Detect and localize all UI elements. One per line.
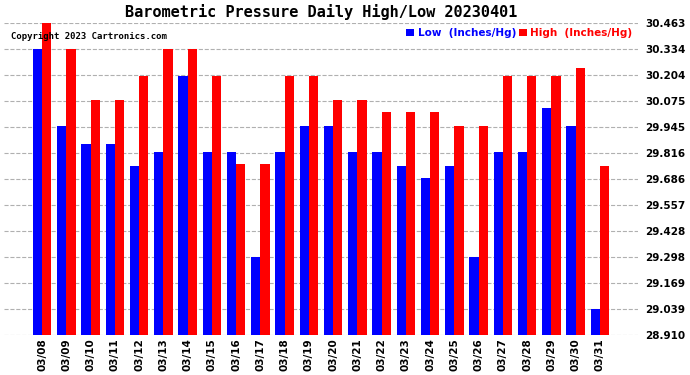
Bar <box>227 152 236 335</box>
Bar <box>591 309 600 335</box>
Bar <box>212 76 221 335</box>
Bar <box>66 50 76 335</box>
Bar <box>130 166 139 335</box>
Bar <box>81 144 90 335</box>
Bar <box>382 112 391 335</box>
Bar <box>566 126 575 335</box>
Bar <box>397 166 406 335</box>
Text: Copyright 2023 Cartronics.com: Copyright 2023 Cartronics.com <box>10 32 166 41</box>
Bar <box>421 178 430 335</box>
Bar <box>527 76 536 335</box>
Bar <box>357 100 366 335</box>
Bar <box>348 152 357 335</box>
Bar <box>188 50 197 335</box>
Bar <box>469 257 479 335</box>
Bar <box>106 144 115 335</box>
Bar <box>236 164 246 335</box>
Bar <box>493 152 503 335</box>
Bar <box>115 100 124 335</box>
Bar <box>139 76 148 335</box>
Bar <box>154 152 164 335</box>
Bar <box>324 126 333 335</box>
Legend: Low  (Inches/Hg), High  (Inches/Hg): Low (Inches/Hg), High (Inches/Hg) <box>406 28 633 38</box>
Bar <box>57 126 66 335</box>
Bar <box>164 50 172 335</box>
Bar <box>479 126 488 335</box>
Bar <box>275 152 285 335</box>
Bar <box>430 112 440 335</box>
Bar <box>600 166 609 335</box>
Bar <box>551 76 560 335</box>
Bar <box>285 76 294 335</box>
Bar <box>42 23 51 335</box>
Bar <box>373 152 382 335</box>
Bar <box>179 76 188 335</box>
Bar <box>251 257 260 335</box>
Bar <box>454 126 464 335</box>
Bar <box>445 166 454 335</box>
Bar <box>203 152 212 335</box>
Bar <box>406 112 415 335</box>
Bar <box>90 100 100 335</box>
Bar <box>333 100 342 335</box>
Bar <box>542 108 551 335</box>
Bar <box>503 76 512 335</box>
Title: Barometric Pressure Daily High/Low 20230401: Barometric Pressure Daily High/Low 20230… <box>125 4 518 20</box>
Bar <box>299 126 309 335</box>
Bar <box>575 68 584 335</box>
Bar <box>260 164 270 335</box>
Bar <box>33 50 42 335</box>
Bar <box>309 76 318 335</box>
Bar <box>518 152 527 335</box>
